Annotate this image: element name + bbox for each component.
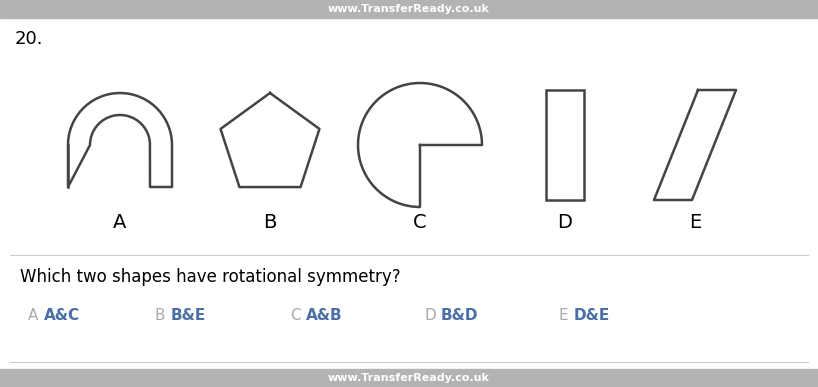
Text: www.TransferReady.co.uk: www.TransferReady.co.uk <box>328 4 490 14</box>
Text: A: A <box>28 308 38 322</box>
Text: B&E: B&E <box>171 308 206 322</box>
Bar <box>0 0 818 18</box>
Text: Which two shapes have rotational symmetry?: Which two shapes have rotational symmetr… <box>20 268 401 286</box>
Text: D: D <box>558 213 573 232</box>
Text: B: B <box>263 213 276 232</box>
Text: A&C: A&C <box>44 308 80 322</box>
Text: C: C <box>290 308 301 322</box>
Text: C: C <box>413 213 427 232</box>
Text: www.TransferReady.co.uk: www.TransferReady.co.uk <box>328 373 490 383</box>
Text: 20.: 20. <box>15 30 43 48</box>
Text: B&D: B&D <box>441 308 479 322</box>
Bar <box>0 369 818 387</box>
Bar <box>546 90 584 200</box>
Text: D&E: D&E <box>574 308 610 322</box>
Text: D: D <box>425 308 437 322</box>
Text: E: E <box>689 213 701 232</box>
Text: E: E <box>558 308 568 322</box>
Text: A: A <box>114 213 127 232</box>
Text: B: B <box>155 308 165 322</box>
Text: A&B: A&B <box>306 308 343 322</box>
